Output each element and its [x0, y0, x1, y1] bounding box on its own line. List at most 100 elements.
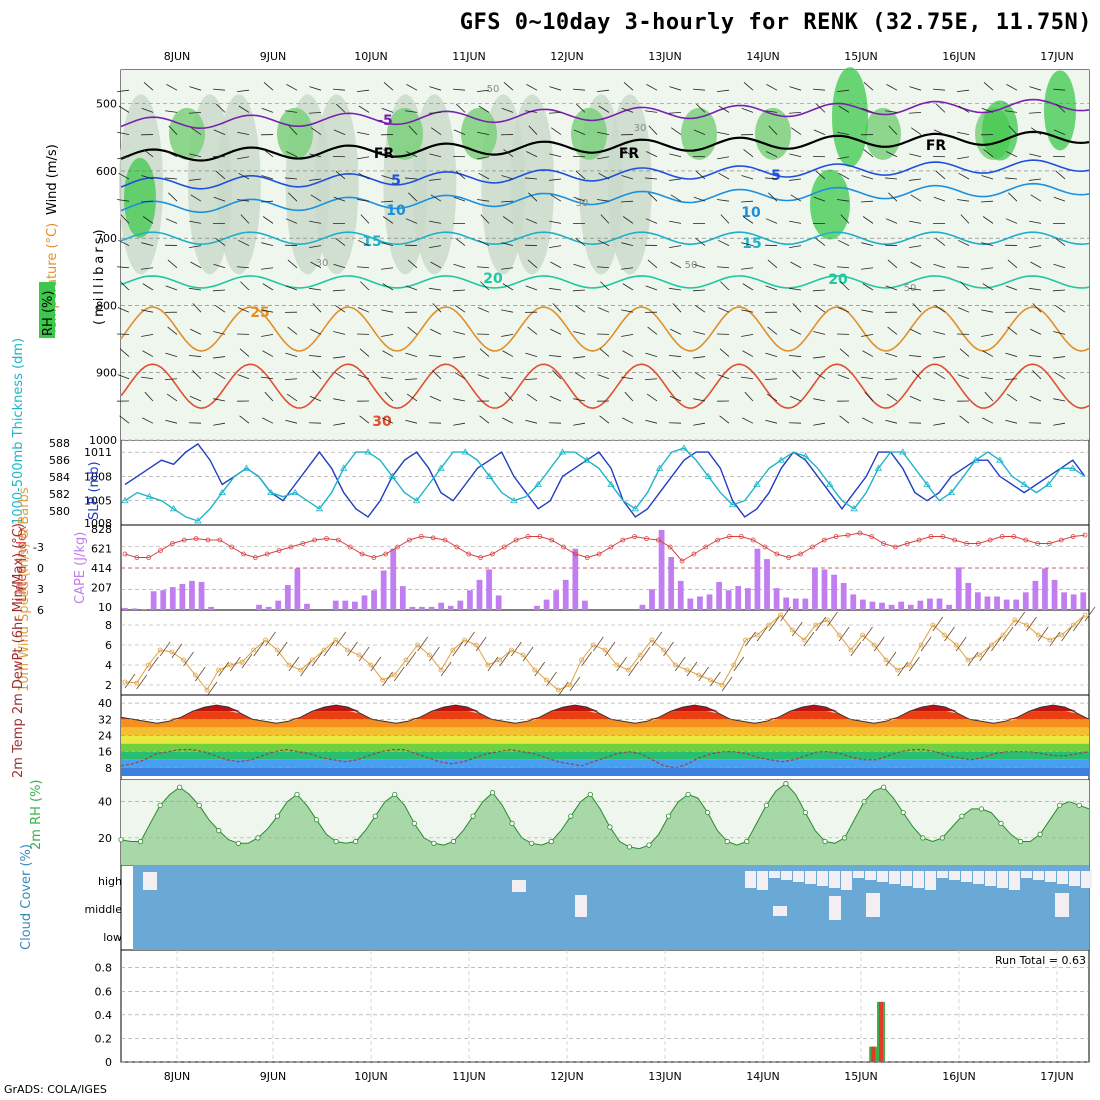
wind-barb	[981, 333, 994, 337]
wind-barb	[861, 376, 874, 380]
cape-bar	[208, 606, 215, 610]
wind-barb	[430, 261, 442, 269]
wind-barb	[982, 350, 994, 357]
lifted-marker	[572, 551, 578, 557]
thickness-marker	[753, 480, 761, 487]
wind-barb	[839, 348, 850, 357]
wind-barb	[215, 170, 226, 180]
wind10-barb	[1026, 616, 1037, 632]
cloud-fill	[575, 895, 587, 917]
wind10-marker	[672, 662, 678, 668]
ylabel-wind: Wind (m/s)	[45, 144, 60, 215]
wind-barb	[765, 218, 778, 224]
wind-tick-label: 4	[105, 659, 112, 672]
wind-barb	[285, 285, 298, 291]
wind-barb	[597, 89, 610, 93]
wind-barb	[432, 370, 442, 380]
wind-barb	[959, 415, 970, 424]
lifted-marker	[1047, 541, 1052, 546]
thickness-marker	[874, 464, 883, 471]
x-tick-label-bottom: 8JUN	[164, 1070, 191, 1083]
wind-barb	[814, 372, 826, 380]
wind-barb	[334, 304, 346, 313]
rh-contour-label: 30	[634, 123, 647, 134]
wind10-barb	[815, 616, 827, 632]
lifted-marker	[715, 537, 720, 543]
cape-bar	[1080, 592, 1087, 610]
isotherm-label: 5	[391, 173, 401, 189]
cape-bar	[764, 559, 770, 610]
wind10-barb	[183, 651, 194, 667]
wind-barb	[647, 326, 658, 335]
cape-bar	[1013, 599, 1020, 610]
ylabel-rh-swatch	[39, 282, 55, 338]
cape-bar	[562, 579, 569, 610]
wind-barb	[909, 153, 922, 158]
wind-barb	[408, 192, 418, 202]
wind-barb	[285, 378, 298, 381]
rh-marker	[509, 820, 515, 827]
wind10-barb	[230, 656, 241, 672]
lifted-marker	[430, 535, 436, 541]
wind-barb	[237, 131, 250, 135]
wind-barb	[669, 395, 682, 402]
wind-barb	[840, 281, 850, 291]
wind-barb	[190, 328, 202, 335]
cloud-high-fill	[853, 871, 864, 878]
lifted-marker	[691, 551, 697, 557]
wind-barb	[670, 194, 682, 202]
lifted-marker	[632, 534, 638, 539]
wind-barb	[912, 303, 922, 313]
rh-contour-label: 30	[316, 258, 329, 269]
wind-barb	[262, 350, 274, 357]
wind-barb	[477, 156, 490, 160]
wind-barb	[168, 125, 178, 135]
lifted-marker	[904, 541, 910, 546]
wind10-barb	[405, 651, 417, 667]
rh-marker	[411, 820, 417, 827]
wind-barb	[384, 391, 394, 402]
wind-barb	[479, 348, 490, 357]
wind-barb	[480, 281, 490, 291]
wind-barb	[238, 239, 250, 246]
lifted-marker	[940, 534, 946, 539]
lifted-marker	[170, 541, 175, 546]
wind-barb	[861, 242, 874, 246]
cloud-high-fill	[985, 871, 996, 886]
cloud-high-fill	[997, 871, 1008, 888]
cape-bar	[927, 598, 933, 610]
wind-barb	[647, 259, 658, 269]
cape-bar	[859, 599, 866, 610]
wind-barb	[429, 86, 442, 91]
wind-barb	[525, 177, 538, 180]
wind-barb	[885, 285, 898, 291]
lifted-marker	[371, 555, 377, 560]
wind-barb	[549, 178, 562, 181]
wind-barb	[717, 199, 730, 202]
wind-barb	[334, 372, 346, 380]
wind-barb	[623, 82, 634, 91]
wind-barb	[933, 88, 946, 91]
rh-marker	[1057, 802, 1063, 808]
lifted-marker	[857, 530, 863, 536]
lifted-marker	[952, 537, 958, 543]
slp-tick-label: 1005	[84, 495, 112, 508]
wind10-barb	[581, 651, 592, 667]
wind-barb	[1029, 287, 1042, 291]
wind-barb	[717, 266, 730, 269]
wind10-barb	[932, 616, 944, 632]
wind-barb	[1032, 303, 1042, 313]
rh-marker	[157, 802, 163, 808]
panel-frame-cape	[120, 524, 1090, 611]
thickness-marker	[728, 500, 737, 508]
wind-barb	[789, 355, 802, 357]
wind-barb	[573, 289, 586, 292]
cape-bar	[141, 608, 147, 610]
y-tick-label: 500	[96, 98, 117, 111]
wind-barb	[261, 376, 274, 380]
wind-barb	[597, 156, 610, 160]
cape-bar	[428, 606, 435, 610]
lifted-marker	[241, 551, 246, 557]
wind-barb	[359, 415, 370, 424]
lifted-marker	[1011, 534, 1017, 539]
